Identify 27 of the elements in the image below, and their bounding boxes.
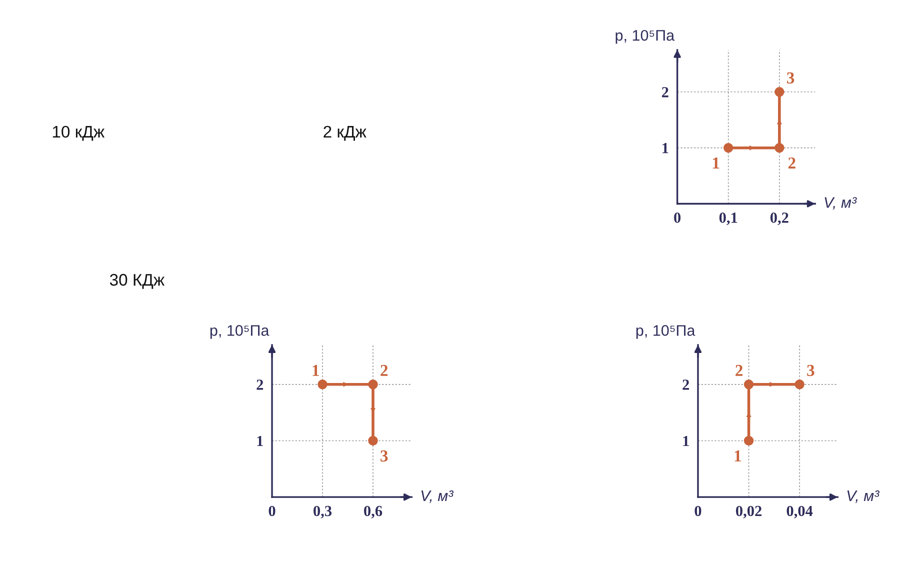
annotation: 3: [807, 364, 814, 376]
y-axis-title: p, 10⁵Па: [636, 325, 696, 339]
x-tick-label: 0,2: [770, 212, 788, 226]
x-tick-label: 0: [674, 212, 681, 223]
annotation: 1: [734, 450, 741, 462]
x-tick-label: 0,6: [364, 506, 382, 518]
annotation: 2: [380, 364, 388, 376]
text: 10 кДж: [52, 126, 105, 141]
y-axis-title: p, 10⁵Па: [616, 30, 675, 44]
x-tick-label: 0: [268, 506, 276, 516]
x-axis-title: V, м³: [847, 490, 880, 503]
x-axis-title: V, м³: [824, 197, 857, 210]
x-tick-label: 0,3: [314, 506, 332, 518]
text: 2 кДж: [324, 126, 366, 141]
y-axis-title: p, 10⁵Па: [210, 325, 270, 339]
annotation: 1: [713, 158, 720, 169]
annotation: 3: [786, 72, 794, 84]
annotation: 1: [312, 364, 319, 376]
annotation: 2: [788, 157, 796, 169]
annotation: 2: [736, 364, 743, 376]
x-tick-label: 0,1: [719, 212, 738, 226]
annotation: 3: [380, 450, 388, 462]
x-axis-title: V, м³: [421, 490, 454, 503]
x-tick-label: 0,04: [786, 506, 813, 518]
x-tick-label: 0: [694, 506, 702, 516]
text: 30 КДж: [110, 274, 165, 289]
x-tick-label: 0,02: [736, 506, 762, 518]
